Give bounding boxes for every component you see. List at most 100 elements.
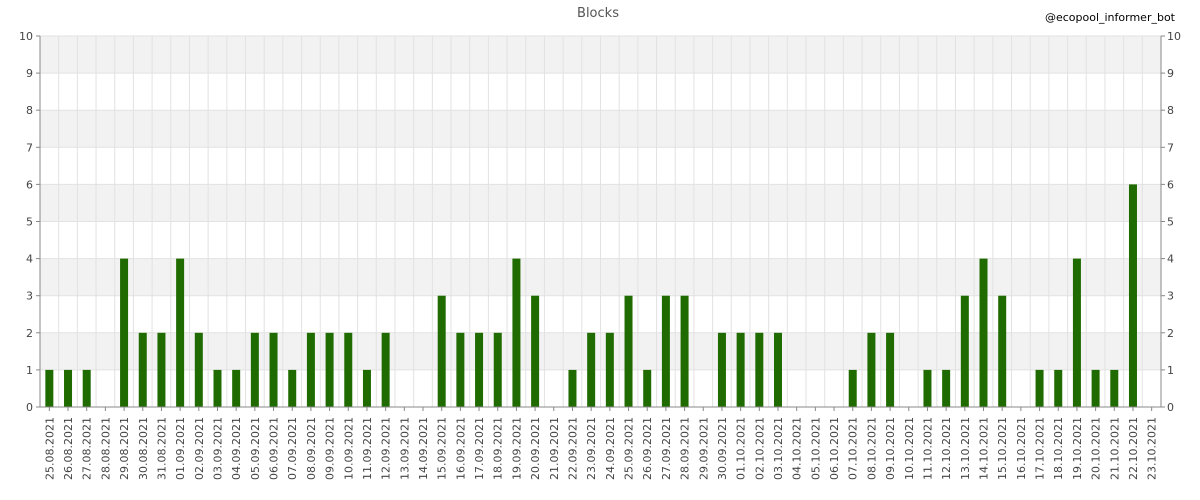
bar (82, 369, 91, 407)
bar (755, 332, 764, 407)
x-tick-label: 03.09.2021 (211, 417, 224, 480)
bar (717, 332, 726, 407)
y-tick-label: 10 (1167, 30, 1181, 43)
x-tick-label: 14.10.2021 (978, 417, 991, 480)
x-tick-label: 15.09.2021 (436, 417, 449, 480)
bar (923, 369, 932, 407)
x-tick-label: 11.10.2021 (921, 417, 934, 480)
x-tick-label: 13.10.2021 (959, 417, 972, 480)
x-tick-label: 26.09.2021 (641, 417, 654, 480)
x-tick-label: 22.09.2021 (566, 417, 579, 480)
x-tick-label: 27.08.2021 (81, 417, 94, 480)
bar (269, 332, 278, 407)
bar (1128, 184, 1137, 407)
x-tick-label: 15.10.2021 (996, 417, 1009, 480)
x-tick-label: 20.09.2021 (529, 417, 542, 480)
bar (979, 258, 988, 407)
x-tick-label: 07.09.2021 (286, 417, 299, 480)
x-tick-label: 10.09.2021 (342, 417, 355, 480)
x-tick-label: 31.08.2021 (155, 417, 168, 480)
bar (250, 332, 259, 407)
x-tick-label: 13.09.2021 (398, 417, 411, 480)
y-tick-label: 7 (26, 141, 33, 154)
x-tick-label: 17.10.2021 (1034, 417, 1047, 480)
x-tick-label: 04.09.2021 (230, 417, 243, 480)
bar (867, 332, 876, 407)
x-tick-label: 12.09.2021 (380, 417, 393, 480)
bar (960, 295, 969, 407)
y-axis-right-ticks: 0 1 2 3 4 5 6 7 8 9 10 (1161, 30, 1181, 414)
x-tick-label: 30.09.2021 (716, 417, 729, 480)
x-tick-label: 08.09.2021 (305, 417, 318, 480)
x-tick-label: 08.10.2021 (865, 417, 878, 480)
bar (1035, 369, 1044, 407)
x-tick-label: 28.08.2021 (99, 417, 112, 480)
x-axis-ticks: 25.08.2021 26.08.2021 27.08.2021 28.08.2021… (43, 407, 1159, 480)
bar (64, 369, 73, 407)
x-tick-label: 14.09.2021 (417, 417, 430, 480)
bar (886, 332, 895, 407)
bar (306, 332, 315, 407)
x-tick-label: 16.09.2021 (454, 417, 467, 480)
bar (288, 369, 297, 407)
bar (773, 332, 782, 407)
x-tick-label: 10.10.2021 (903, 417, 916, 480)
y-tick-label: 4 (1167, 253, 1174, 266)
x-tick-label: 01.10.2021 (735, 417, 748, 480)
bar (1110, 369, 1119, 407)
y-tick-label: 6 (1167, 178, 1174, 191)
bar (942, 369, 951, 407)
y-tick-label: 0 (1167, 401, 1174, 414)
y-tick-label: 1 (1167, 364, 1174, 377)
x-tick-label: 12.10.2021 (940, 417, 953, 480)
bar (362, 369, 371, 407)
bar (680, 295, 689, 407)
bar (194, 332, 203, 407)
x-tick-label: 06.09.2021 (268, 417, 281, 480)
x-tick-label: 05.09.2021 (249, 417, 262, 480)
x-tick-label: 19.09.2021 (510, 417, 523, 480)
x-tick-label: 28.09.2021 (679, 417, 692, 480)
x-tick-label: 04.10.2021 (791, 417, 804, 480)
x-tick-label: 03.10.2021 (772, 417, 785, 480)
bar (138, 332, 147, 407)
bar (643, 369, 652, 407)
x-tick-label: 29.08.2021 (118, 417, 131, 480)
y-tick-label: 3 (26, 290, 33, 303)
y-axis-left-ticks: 0 1 2 3 4 5 6 7 8 9 10 (19, 30, 40, 414)
watermark-label: @ecopool_informer_bot (1045, 11, 1176, 24)
x-tick-label: 23.10.2021 (1146, 417, 1159, 480)
x-tick-label: 21.09.2021 (548, 417, 561, 480)
y-tick-label: 8 (1167, 104, 1174, 117)
bar (120, 258, 129, 407)
bar (512, 258, 521, 407)
y-tick-label: 2 (26, 327, 33, 340)
bar (998, 295, 1007, 407)
bar (45, 369, 54, 407)
y-tick-label: 9 (1167, 67, 1174, 80)
y-tick-label: 9 (26, 67, 33, 80)
x-tick-label: 24.09.2021 (604, 417, 617, 480)
x-tick-label: 07.10.2021 (847, 417, 860, 480)
bar (493, 332, 502, 407)
x-tick-label: 29.09.2021 (697, 417, 710, 480)
x-tick-label: 02.09.2021 (193, 417, 206, 480)
bar (232, 369, 241, 407)
bar (344, 332, 353, 407)
x-tick-label: 22.10.2021 (1127, 417, 1140, 480)
x-tick-label: 20.10.2021 (1090, 417, 1103, 480)
x-tick-label: 18.10.2021 (1052, 417, 1065, 480)
bar (325, 332, 334, 407)
bar (848, 369, 857, 407)
y-tick-label: 7 (1167, 141, 1174, 154)
x-tick-label: 11.09.2021 (361, 417, 374, 480)
bar (568, 369, 577, 407)
x-tick-label: 05.10.2021 (809, 417, 822, 480)
bar (736, 332, 745, 407)
y-tick-label: 5 (1167, 216, 1174, 229)
bars (45, 184, 1137, 407)
x-tick-label: 09.10.2021 (884, 417, 897, 480)
bar (157, 332, 166, 407)
y-tick-label: 0 (26, 401, 33, 414)
